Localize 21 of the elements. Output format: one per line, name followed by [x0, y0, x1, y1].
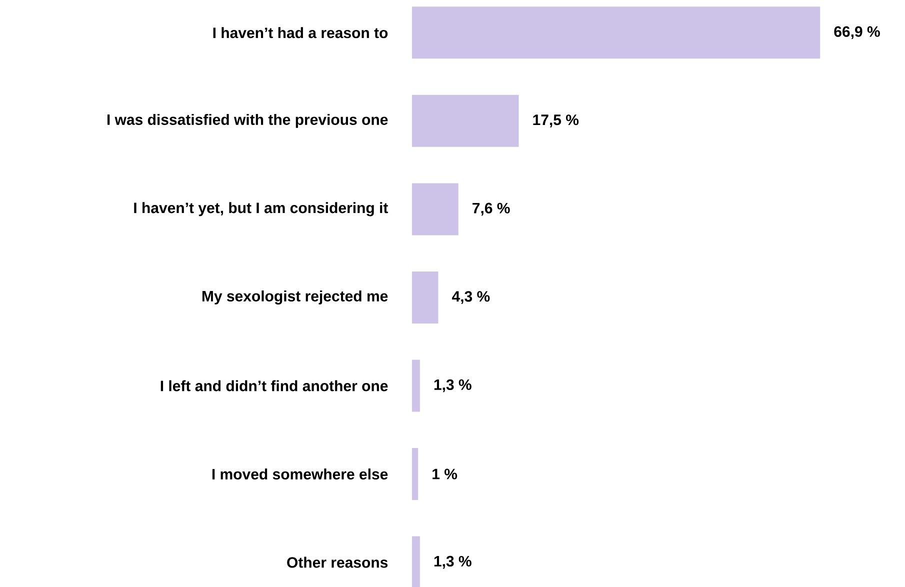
bar: [412, 183, 458, 236]
data-label: 17,5 %: [533, 114, 579, 128]
y-tick-label: My sexologist rejected me: [202, 290, 388, 305]
bar: [412, 536, 420, 587]
bar: [412, 6, 820, 59]
bar: [412, 271, 438, 324]
data-label: 66,9 %: [834, 26, 880, 40]
bar: [412, 94, 519, 147]
data-label: 4,3 %: [452, 291, 490, 304]
y-tick-label: I moved somewhere else: [212, 468, 388, 480]
y-tick-label: I left and didn’t find another one: [160, 380, 388, 392]
y-tick-label: I haven’t yet, but I am considering it: [134, 202, 388, 216]
data-label: 1 %: [432, 468, 458, 480]
bar: [412, 448, 418, 500]
y-tick-label: I haven’t had a reason to: [213, 27, 388, 38]
y-tick-label: Other reasons: [287, 556, 388, 568]
data-label: 7,6 %: [472, 202, 510, 216]
bar: [412, 360, 420, 412]
y-tick-label: I was dissatisfied with the previous one: [107, 114, 388, 128]
data-label: 1,3 %: [434, 379, 472, 392]
data-label: 1,3 %: [434, 556, 472, 569]
